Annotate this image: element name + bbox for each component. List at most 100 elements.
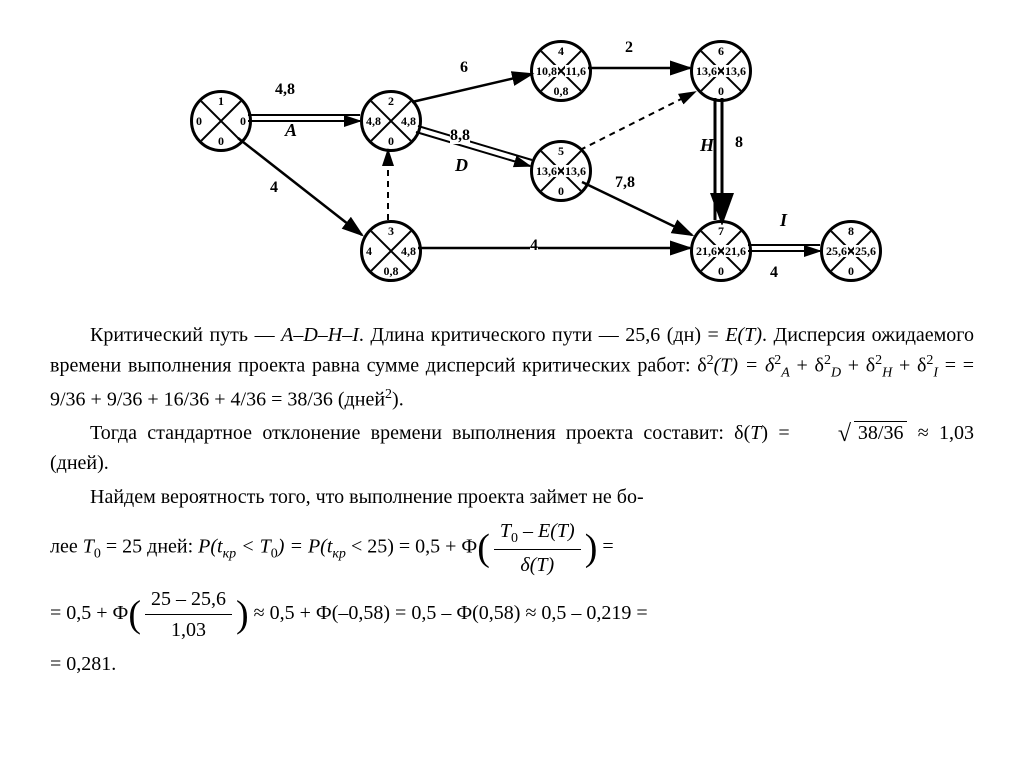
edge-label: 2 (625, 40, 633, 56)
node-right: 13,6 (564, 165, 587, 177)
sub: H (882, 366, 892, 381)
txt: Критический путь — (90, 324, 281, 346)
txt: Тогда стандартное отклонение времени вып… (90, 422, 750, 444)
para-4: лее T0 = 25 дней: P(tкр < T0) = P(tкр < … (50, 516, 974, 580)
edge-label: 6 (460, 60, 468, 76)
sub: 0 (271, 547, 278, 562)
sub: кр (223, 547, 237, 562)
node-left: 4 (365, 245, 373, 257)
para-5: = 0,5 + Ф(25 – 25,61,03) ≈ 0,5 + Ф(–0,58… (50, 584, 974, 645)
sub: D (831, 366, 841, 381)
para-2: Тогда стандартное отклонение времени вып… (50, 418, 974, 478)
txt: = 0,281. (50, 653, 116, 675)
edge-label: 4,8 (275, 82, 295, 98)
txt: + δ (892, 355, 926, 377)
edge-label: 8,8 (450, 128, 470, 144)
activity-label: A (285, 120, 297, 141)
den: 1,03 (145, 615, 232, 645)
txt: Найдем вероятность того, что выполнение … (90, 486, 644, 508)
node-right: 21,6 (724, 245, 747, 257)
activity-label: I (780, 210, 787, 231)
sup: 2 (707, 353, 714, 368)
node-left: 10,8 (535, 65, 558, 77)
rparen: ) (585, 527, 598, 569)
node-left: 0 (195, 115, 203, 127)
sqrt: 38/36 (800, 418, 908, 448)
txt: T (500, 520, 511, 542)
node-left: 4,8 (365, 115, 382, 127)
fraction: T0 – E(T) δ(T) (494, 516, 581, 580)
txt: ) = P(t (278, 536, 333, 558)
node-bottom: 0 (387, 135, 395, 147)
txt: = 0,5 + Ф (50, 602, 128, 624)
para-3: Найдем вероятность того, что выполнение … (50, 482, 974, 512)
txt: < T (236, 536, 271, 558)
txt: T (83, 536, 94, 558)
txt: ) = (761, 422, 800, 444)
radicand: 38/36 (854, 421, 908, 444)
et: E(T) (725, 324, 762, 346)
para-6: = 0,281. (50, 649, 974, 679)
node-right: 25,6 (854, 245, 877, 257)
node-left: 13,6 (535, 165, 558, 177)
node-right: 13,6 (724, 65, 747, 77)
node-bottom: 0 (717, 265, 725, 277)
node-top: 2 (387, 95, 395, 107)
node-right: 11,6 (565, 65, 587, 77)
sub: 0 (94, 547, 101, 562)
edge-label: 4 (270, 180, 278, 196)
node-top: 4 (557, 45, 565, 57)
txt: ). (392, 388, 404, 410)
txt: = (597, 536, 613, 558)
edges-svg (160, 20, 880, 300)
node-left: 21,6 (695, 245, 718, 257)
node-top: 8 (847, 225, 855, 237)
activity-label: H (700, 135, 714, 156)
edge-label: 4 (530, 238, 538, 254)
para-1: Критический путь — A–D–H–I. Длина критич… (50, 320, 974, 414)
txt: ≈ 0,5 + Ф(–0,58) = 0,5 – Ф(0,58) ≈ 0,5 –… (249, 602, 648, 624)
activity-label: D (455, 155, 468, 176)
edge-label: 4 (770, 265, 778, 281)
critical-path: A–D–H–I (281, 324, 359, 346)
node-top: 1 (217, 95, 225, 107)
node-bottom: 0,8 (383, 265, 400, 277)
node-bottom: 0 (557, 185, 565, 197)
lparen: ( (128, 594, 141, 636)
den: δ(T) (494, 550, 581, 580)
node-top: 3 (387, 225, 395, 237)
txt: . Длина критического пути — 25,6 (дн) = (359, 324, 725, 346)
solution-text: Критический путь — A–D–H–I. Длина критич… (20, 320, 1004, 679)
sup: 2 (824, 353, 831, 368)
txt: лее (50, 536, 83, 558)
node-right: 4,8 (400, 115, 417, 127)
sub: кр (332, 547, 346, 562)
fraction: 25 – 25,61,03 (145, 584, 232, 645)
num: 25 – 25,6 (145, 584, 232, 615)
sup: 2 (385, 387, 392, 402)
node-left: 13,6 (695, 65, 718, 77)
node-right: 0 (239, 115, 247, 127)
sub: 0 (511, 531, 518, 546)
rparen: ) (236, 594, 249, 636)
lparen: ( (477, 527, 490, 569)
node-bottom: 0 (217, 135, 225, 147)
txt: – E(T) (518, 520, 575, 542)
node-left: 25,6 (825, 245, 848, 257)
node-right: 4,8 (400, 245, 417, 257)
txt: + δ (790, 355, 824, 377)
node-bottom: 0,8 (553, 85, 570, 97)
network-diagram: 100024,84,80344,80,8410,811,60,8513,613,… (160, 20, 880, 300)
node-top: 6 (717, 45, 725, 57)
node-top: 7 (717, 225, 725, 237)
txt: + δ (841, 355, 875, 377)
node-bottom: 0 (717, 85, 725, 97)
edge-label: 8 (735, 135, 743, 151)
sub: A (781, 366, 790, 381)
txt: T (750, 422, 761, 444)
txt: P(t (198, 536, 222, 558)
txt: = 25 дней: (101, 536, 198, 558)
edge-label: 7,8 (615, 175, 635, 191)
txt: (T) = δ (714, 355, 775, 377)
node-bottom: 0 (847, 265, 855, 277)
